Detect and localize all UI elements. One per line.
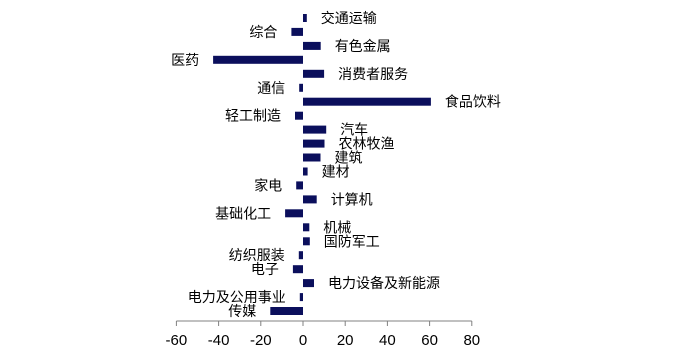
bar-20 (299, 293, 303, 302)
category-label: 汽车 (340, 122, 368, 139)
bar-9 (303, 139, 325, 148)
category-labels-group: 交通运输综合有色金属医药消费者服务通信食品饮料轻工制造汽车农林牧渔建筑建材家电计… (171, 10, 501, 320)
bars-group (213, 14, 431, 315)
x-axis-ticks: -60 -40 -20 0 20 40 60 80 (166, 321, 480, 349)
category-label: 消费者服务 (338, 67, 408, 83)
category-label: 基础化工 (215, 205, 271, 222)
bar-8 (303, 125, 327, 134)
category-label: 国防军工 (324, 234, 380, 250)
category-label: 建材 (322, 165, 350, 181)
category-label: 电力设备及新能源 (328, 275, 440, 292)
bar-16 (303, 237, 310, 246)
category-label: 食品饮料 (445, 94, 501, 111)
category-label: 轻工制造 (225, 109, 281, 125)
bar-5 (299, 83, 303, 92)
bar-2 (303, 41, 321, 50)
bar-19 (303, 279, 314, 288)
x-tick-label: 0 (299, 332, 307, 349)
bar-1 (291, 27, 303, 36)
category-label: 家电 (254, 177, 282, 194)
x-tick-label: -40 (208, 332, 230, 349)
bar-14 (285, 209, 303, 218)
x-tick-label: -20 (250, 332, 272, 349)
category-label: 机械 (323, 220, 351, 236)
bar-0 (303, 14, 307, 22)
bar-10 (303, 153, 321, 162)
bar-17 (298, 251, 303, 260)
category-label: 电子 (251, 262, 279, 278)
category-label: 电力及公用事业 (188, 290, 286, 306)
bar-12 (296, 181, 303, 190)
bar-3 (213, 55, 303, 64)
category-label: 农林牧渔 (339, 137, 395, 153)
category-label: 建筑 (335, 151, 363, 167)
x-tick-label: 60 (421, 332, 438, 349)
x-tick-label: 80 (463, 332, 480, 349)
category-label: 综合 (249, 25, 277, 41)
bar-15 (303, 223, 310, 232)
bar-7 (295, 111, 303, 120)
x-tick-label: 40 (379, 332, 396, 349)
category-label: 计算机 (331, 192, 373, 208)
bar-18 (292, 265, 303, 274)
bar-13 (303, 195, 317, 204)
category-label: 传媒 (228, 304, 256, 320)
category-label: 交通运输 (321, 10, 377, 27)
bar-6 (303, 97, 431, 106)
category-label: 医药 (171, 53, 199, 69)
x-tick-label: 20 (337, 332, 354, 349)
category-label: 有色金属 (335, 38, 391, 55)
x-tick-label: -60 (166, 332, 188, 349)
x-axis: -60 -40 -20 0 20 40 60 80 (166, 320, 480, 349)
bar-4 (303, 69, 325, 78)
category-label: 通信 (257, 81, 285, 97)
bar-11 (303, 167, 308, 176)
category-label: 纺织服装 (229, 248, 285, 264)
bar-21 (270, 307, 303, 315)
